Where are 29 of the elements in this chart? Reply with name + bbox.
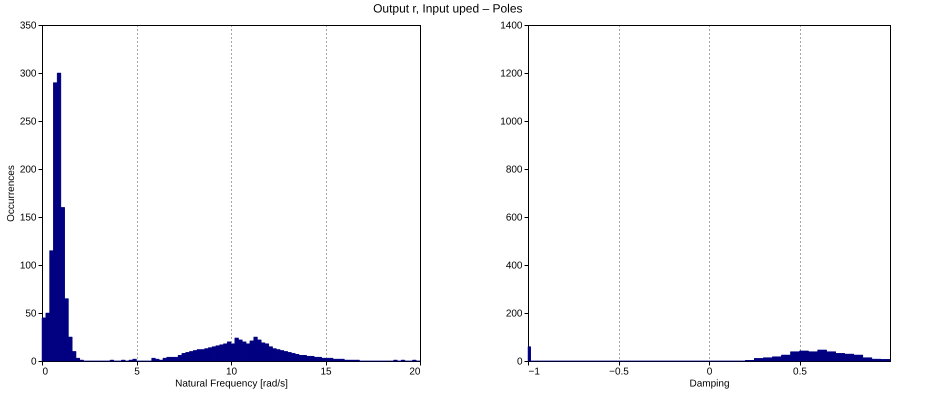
- x-axis-title: Natural Frequency [rad/s]: [175, 378, 288, 390]
- y-tick-label: 1000: [500, 116, 523, 128]
- y-tick-label: 600: [506, 212, 523, 224]
- y-tick-label: 200: [20, 164, 37, 176]
- y-tick-label: 250: [20, 116, 37, 128]
- y-tick-label: 800: [506, 164, 523, 176]
- y-tick-label: 400: [506, 260, 523, 272]
- x-tick-label: 0: [42, 366, 48, 378]
- x-tick-label: 0.5: [793, 366, 808, 378]
- y-tick-label: 1400: [500, 20, 523, 32]
- x-tick-label: 15: [320, 366, 332, 378]
- y-tick-label: 1200: [500, 68, 523, 80]
- y-tick-label: 0: [30, 356, 37, 368]
- x-tick-label: 5: [134, 366, 140, 378]
- y-tick-label: 350: [20, 20, 37, 32]
- y-tick-label: 300: [20, 68, 37, 80]
- x-tick-label: −0.5: [609, 366, 630, 378]
- y-tick-label: 150: [20, 212, 37, 224]
- x-tick-label: 10: [226, 366, 238, 378]
- y-tick-label: 200: [506, 308, 523, 320]
- y-axis-title: Occurrences: [6, 165, 17, 222]
- y-tick-label: 50: [25, 308, 37, 320]
- text: Output r, Input uped – Poles: [373, 2, 522, 16]
- x-tick-label: 0: [706, 366, 713, 378]
- y-tick-label: 100: [20, 260, 37, 272]
- x-tick-label: 20: [409, 366, 421, 378]
- x-axis-title: Damping: [689, 378, 730, 390]
- x-tick-label: −1: [528, 366, 540, 378]
- y-tick-label: 0: [516, 356, 523, 368]
